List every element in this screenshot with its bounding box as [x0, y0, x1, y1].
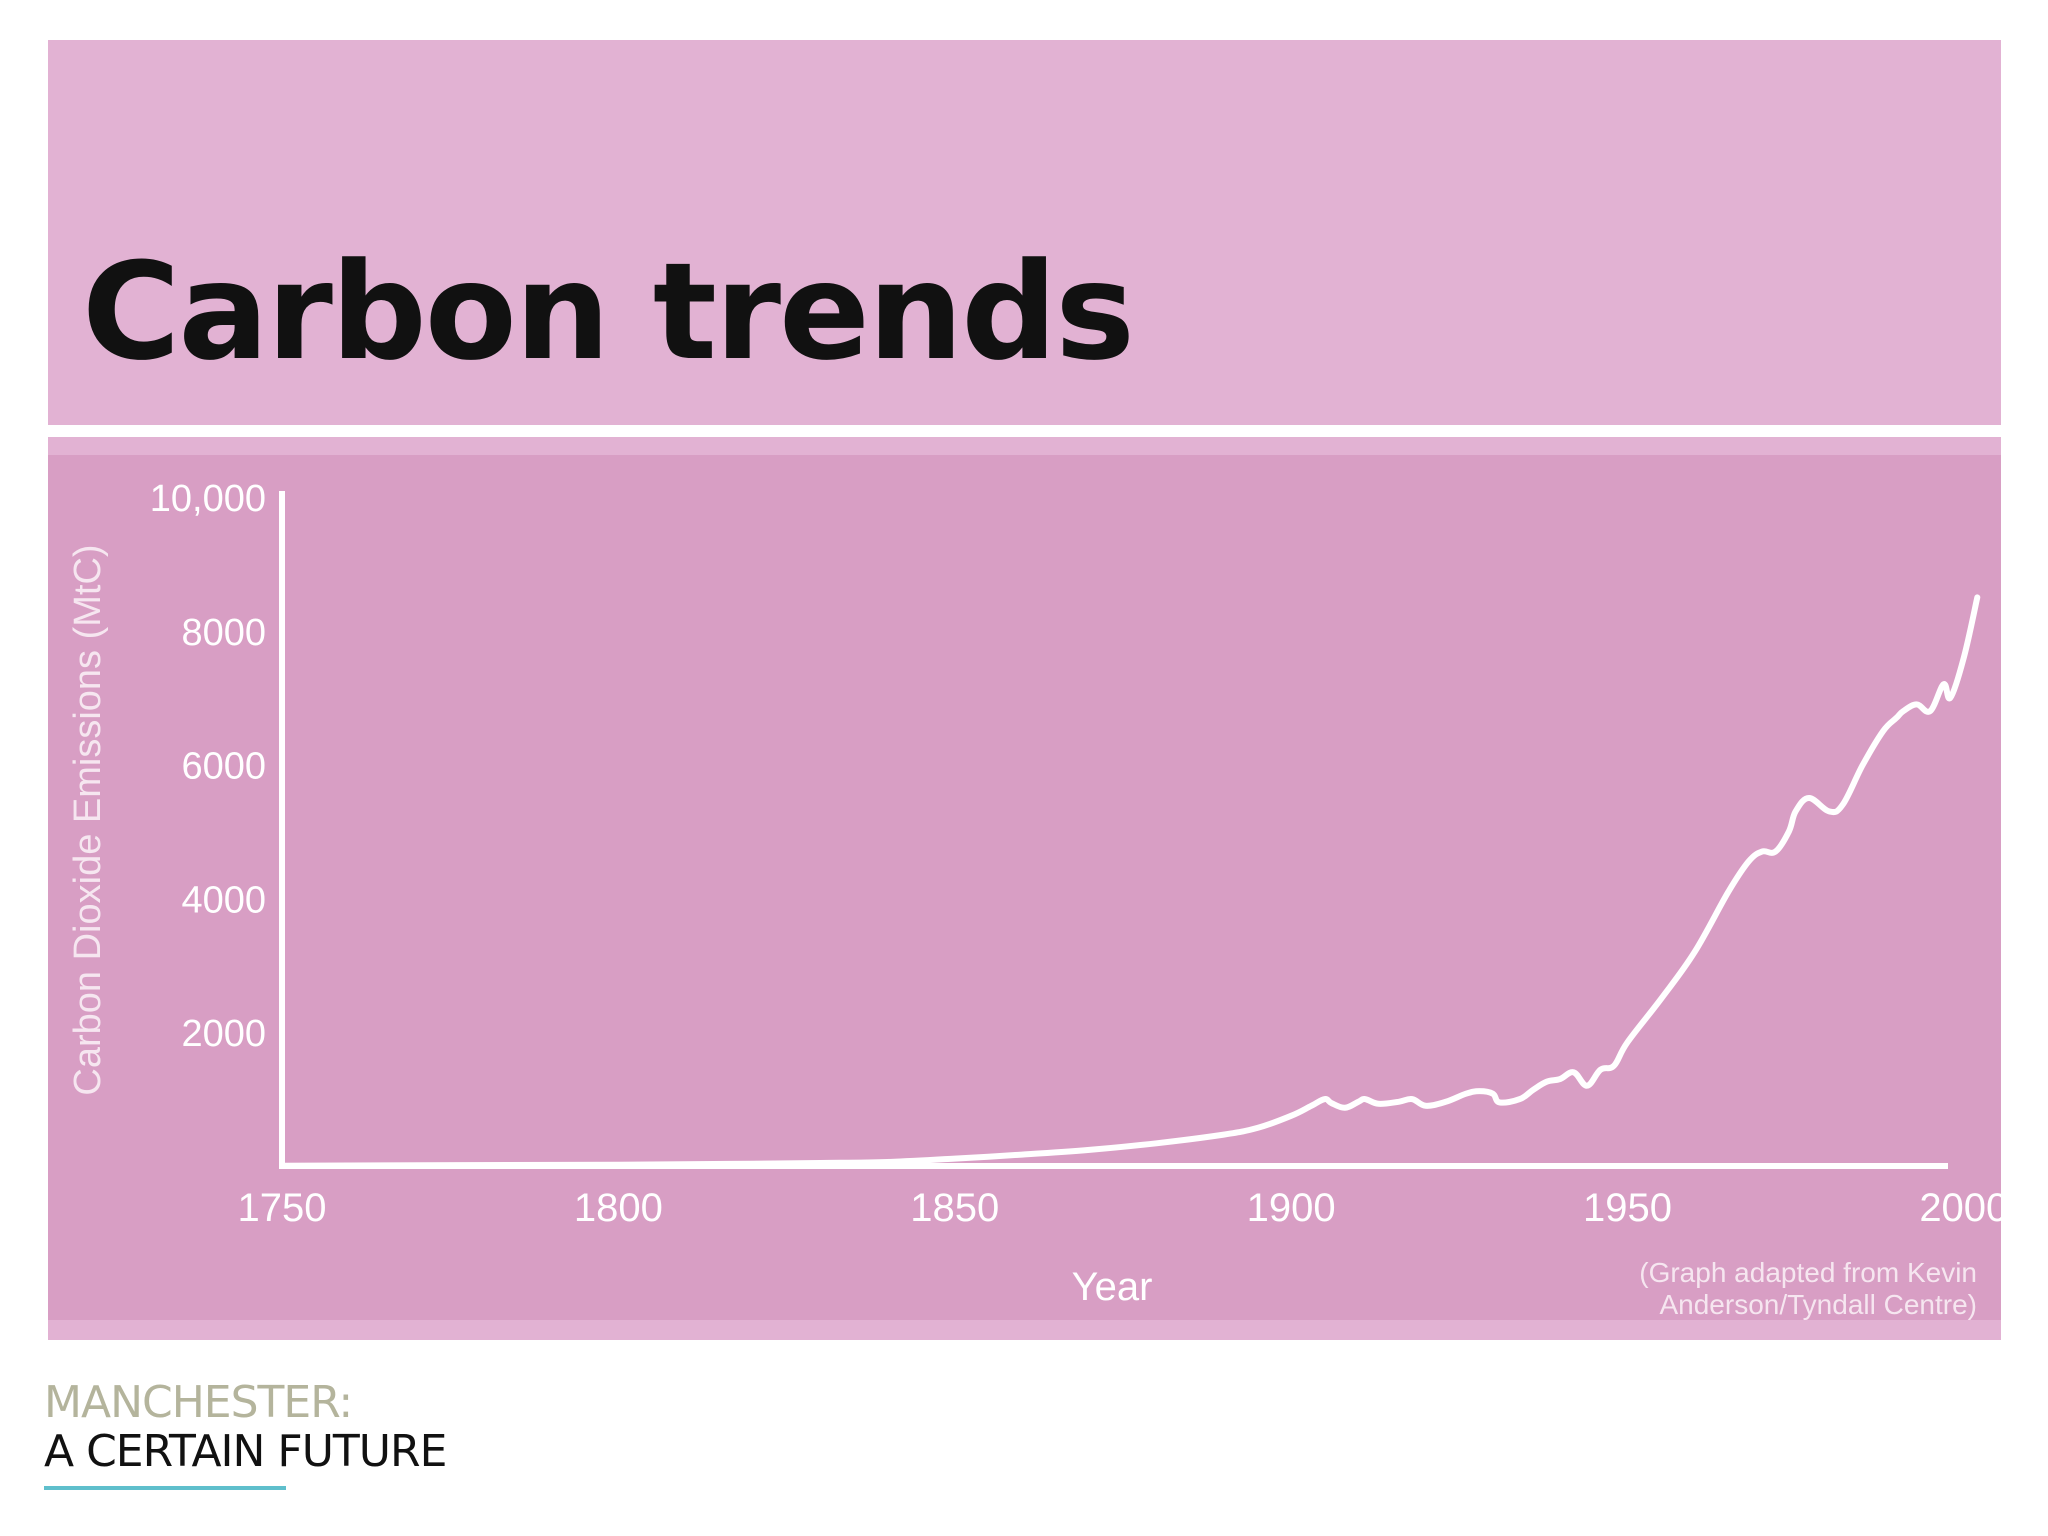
x-axis-label: Year — [1072, 1265, 1153, 1309]
logo-underline — [44, 1486, 286, 1490]
y-axis-label: Carbon Dioxide Emissions (MtC) — [67, 544, 109, 1095]
y-tick-label: 8000 — [181, 612, 266, 654]
x-tick-label: 1950 — [1583, 1186, 1672, 1230]
source-note-line2: Anderson/Tyndall Centre) — [1659, 1289, 1977, 1320]
y-tick-label: 2000 — [181, 1013, 266, 1055]
logo-line1: MANCHESTER: — [44, 1377, 353, 1428]
page-title: Carbon trends — [82, 234, 1135, 390]
header-panel — [48, 40, 2001, 425]
x-tick-label: 1900 — [1247, 1186, 1336, 1230]
x-tick-label: 2000 — [1919, 1186, 2008, 1230]
logo-line2: A CERTAIN FUTURE — [44, 1426, 447, 1478]
y-tick-label: 6000 — [181, 746, 266, 788]
y-tick-label: 4000 — [181, 879, 266, 921]
x-tick-label: 1750 — [238, 1186, 327, 1230]
emissions-series-line — [279, 594, 1981, 1169]
source-note-line1: (Graph adapted from Kevin — [1639, 1257, 1977, 1288]
x-tick-label: 1800 — [574, 1186, 663, 1230]
x-tick-label: 1850 — [910, 1186, 999, 1230]
chart-plot-area — [48, 455, 2001, 1320]
logo: MANCHESTER: A CERTAIN FUTURE — [44, 1377, 447, 1478]
y-tick-label: 10,000 — [150, 478, 266, 520]
